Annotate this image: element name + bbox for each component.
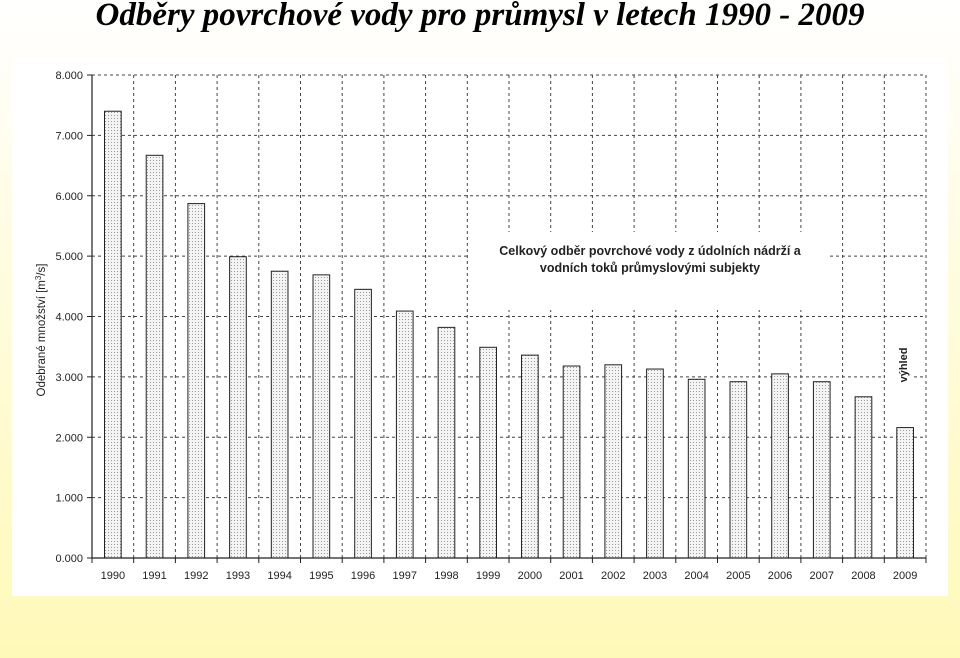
x-tick-label: 1992 [184, 570, 208, 582]
x-tick-label: 1991 [142, 570, 166, 582]
bar-chart: 0.000 1.000 2.000 3.000 4.000 5.000 6.000 7.000… [34, 70, 927, 582]
x-tick-label: 1996 [351, 570, 375, 582]
bar-2005 [729, 381, 748, 559]
y-tick-label: 6.000 [55, 191, 83, 203]
bar-2000 [521, 354, 539, 559]
bar-1995 [312, 274, 331, 559]
x-tick-label: 1998 [434, 570, 458, 582]
x-tick-label: 1999 [476, 570, 500, 582]
bar-1996 [354, 288, 372, 559]
y-tick-label: 7.000 [55, 130, 83, 142]
x-tick-label: 2003 [643, 570, 667, 582]
bar-2006 [771, 373, 789, 559]
y-tick-label: 0.000 [55, 553, 83, 565]
x-tick-label: 2004 [684, 570, 708, 582]
bar-2008 [854, 396, 873, 559]
axes [87, 74, 927, 563]
x-tick-label: 2007 [810, 570, 834, 582]
bar-2001 [562, 365, 581, 559]
x-tick-label: 1995 [309, 570, 333, 582]
slide-title: Odběry povrchové vody pro průmysl v lete… [95, 0, 865, 33]
annotation-line-1: Celkový odběr povrchové vody z údolních … [499, 244, 802, 258]
y-tick-label: 4.000 [55, 312, 83, 324]
x-tick-label: 1993 [226, 570, 250, 582]
bar-2007 [812, 381, 831, 559]
bar-1997 [395, 310, 414, 559]
bar-1991 [145, 154, 164, 559]
bar-2009 [896, 427, 914, 559]
x-tick-label: 1990 [101, 570, 125, 582]
bar-1990 [104, 110, 122, 559]
y-tick-label: 1.000 [55, 493, 83, 505]
x-tick-label: 2009 [893, 570, 917, 582]
grid-lines [91, 74, 927, 559]
x-tick-label: 2006 [768, 570, 792, 582]
y-tick-label: 8.000 [55, 70, 83, 82]
bar-1998 [437, 326, 456, 559]
bar-1994 [270, 270, 289, 559]
forecast-label: výhled [898, 348, 910, 383]
x-tick-labels: 1990 1991 1992 1993 1994 1995 1996 1997 1998 1999… [101, 570, 918, 582]
annotation-box [470, 232, 830, 310]
bar-2003 [646, 368, 664, 559]
x-tick-label: 1994 [267, 570, 291, 582]
y-tick-labels: 0.000 1.000 2.000 3.000 4.000 5.000 6.000 7.000… [55, 70, 83, 565]
bar-2002 [604, 364, 623, 559]
x-tick-label: 2005 [726, 570, 750, 582]
bar-1992 [187, 203, 206, 559]
x-tick-label: 2000 [518, 570, 542, 582]
y-tick-label: 2.000 [55, 432, 83, 444]
x-tick-label: 2008 [851, 570, 875, 582]
y-axis-label: Odebrané množství [m3/s] [34, 264, 48, 397]
bar-1993 [229, 256, 247, 559]
x-tick-label: 2002 [601, 570, 625, 582]
x-tick-label: 2001 [559, 570, 583, 582]
bar-1999 [479, 346, 497, 559]
y-tick-label: 5.000 [55, 251, 83, 263]
y-tick-label: 3.000 [55, 372, 83, 384]
chart-panel: 0.000 1.000 2.000 3.000 4.000 5.000 6.000 7.000… [12, 58, 948, 596]
bar-2004 [687, 378, 706, 559]
annotation-line-2: vodních toků průmyslovými subjekty [540, 261, 760, 275]
forecast-label-box [885, 320, 911, 410]
x-tick-label: 1997 [393, 570, 417, 582]
